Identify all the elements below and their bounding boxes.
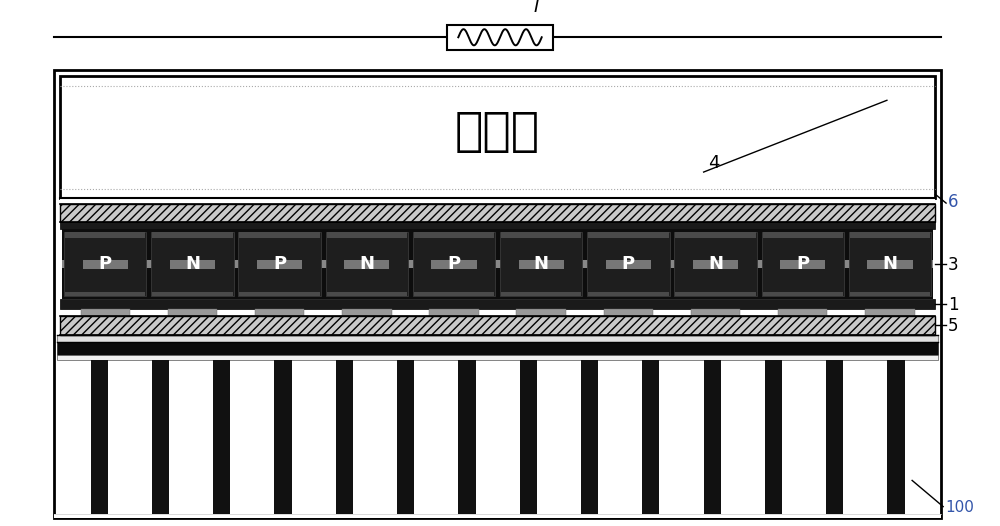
Bar — [62, 229, 933, 299]
Bar — [344, 260, 389, 269]
Bar — [447, 25, 553, 50]
Bar — [413, 232, 495, 296]
Bar — [519, 260, 564, 269]
Bar — [326, 232, 408, 296]
Bar — [60, 76, 935, 198]
Bar — [60, 299, 935, 309]
Bar — [239, 292, 320, 296]
Bar — [60, 221, 935, 229]
Bar — [763, 292, 843, 296]
Bar — [60, 198, 935, 204]
Bar — [152, 292, 233, 296]
Text: 1: 1 — [948, 296, 959, 313]
Bar — [397, 360, 414, 514]
Bar — [693, 260, 738, 269]
Bar — [91, 360, 108, 514]
Bar — [60, 316, 935, 335]
Bar — [342, 309, 392, 316]
Bar — [588, 292, 669, 296]
Bar — [587, 232, 670, 296]
Text: 5: 5 — [948, 317, 959, 335]
Bar — [501, 292, 581, 296]
Bar — [327, 292, 407, 296]
Text: 冷却液: 冷却液 — [455, 110, 540, 155]
Bar — [151, 232, 234, 296]
Text: 3: 3 — [948, 256, 959, 274]
Bar — [675, 232, 756, 238]
Text: 4: 4 — [708, 154, 720, 172]
Bar — [64, 232, 146, 296]
Bar — [60, 204, 935, 221]
Bar — [642, 360, 659, 514]
Bar — [691, 309, 740, 316]
Bar — [516, 309, 566, 316]
Bar — [414, 292, 494, 296]
Bar — [763, 232, 843, 238]
Bar — [65, 292, 145, 296]
Text: I: I — [534, 0, 539, 16]
Bar — [65, 232, 145, 238]
Text: N: N — [534, 255, 549, 273]
Text: P: P — [622, 255, 635, 273]
Bar — [867, 260, 913, 269]
Bar — [520, 360, 537, 514]
Text: P: P — [796, 255, 809, 273]
Bar — [274, 360, 292, 514]
Bar — [849, 232, 931, 296]
Text: P: P — [273, 255, 286, 273]
Bar — [501, 232, 581, 238]
Bar — [152, 232, 233, 238]
Bar — [581, 360, 598, 514]
Bar — [239, 232, 320, 238]
Bar — [213, 360, 230, 514]
Bar — [674, 232, 757, 296]
Bar — [606, 260, 651, 269]
Bar — [57, 342, 938, 356]
Bar — [850, 292, 930, 296]
Bar — [780, 260, 825, 269]
Bar — [765, 360, 782, 514]
Bar — [704, 360, 721, 514]
Bar — [850, 232, 930, 238]
Text: P: P — [447, 255, 461, 273]
Text: 100: 100 — [945, 500, 974, 515]
Bar — [327, 232, 407, 238]
Bar — [336, 360, 353, 514]
Bar — [458, 360, 476, 514]
Bar — [429, 309, 479, 316]
Bar — [255, 309, 304, 316]
Bar — [152, 360, 169, 514]
Bar — [81, 309, 130, 316]
Bar — [83, 260, 128, 269]
Bar — [62, 260, 933, 268]
Bar — [604, 309, 653, 316]
Bar — [168, 309, 217, 316]
Text: N: N — [359, 255, 374, 273]
Bar — [257, 260, 302, 269]
Text: N: N — [882, 255, 897, 273]
Bar — [170, 260, 215, 269]
Bar — [588, 232, 669, 238]
Bar — [887, 360, 905, 514]
Bar — [414, 232, 494, 238]
Bar — [57, 356, 938, 360]
Bar — [675, 292, 756, 296]
Bar — [431, 260, 477, 269]
Bar — [238, 232, 321, 296]
Bar — [762, 232, 844, 296]
Bar — [826, 360, 843, 514]
Bar — [57, 335, 938, 342]
Bar — [500, 232, 582, 296]
Bar — [865, 309, 915, 316]
Bar — [54, 514, 941, 518]
Text: P: P — [99, 255, 112, 273]
Bar — [54, 70, 941, 518]
Bar — [778, 309, 827, 316]
Text: N: N — [708, 255, 723, 273]
Text: 6: 6 — [948, 193, 959, 211]
Text: N: N — [185, 255, 200, 273]
